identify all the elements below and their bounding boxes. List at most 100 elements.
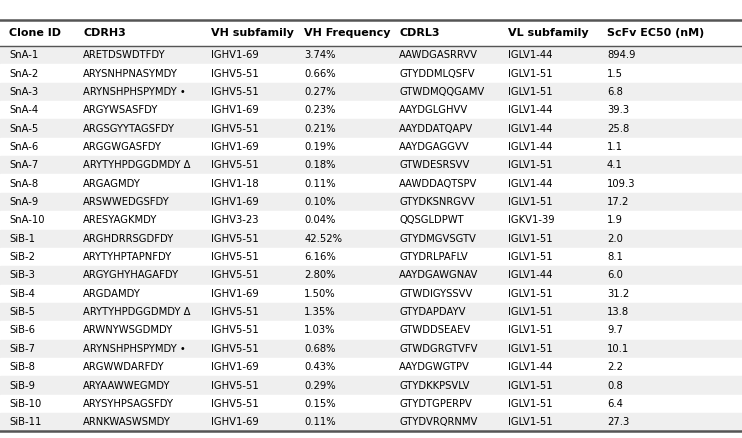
- Text: SnA-8: SnA-8: [9, 179, 38, 189]
- Bar: [0, 156, 742, 174]
- Text: 27.3: 27.3: [607, 417, 629, 427]
- Text: 17.2: 17.2: [607, 197, 629, 207]
- Text: 1.03%: 1.03%: [304, 325, 335, 336]
- Text: 1.9: 1.9: [607, 215, 623, 226]
- Text: ARYSNHPNASYMDY: ARYSNHPNASYMDY: [83, 68, 178, 78]
- Text: IGHV1-69: IGHV1-69: [211, 289, 259, 299]
- Text: IGLV1-51: IGLV1-51: [508, 381, 553, 391]
- Text: IGHV5-51: IGHV5-51: [211, 325, 259, 336]
- Text: 3.74%: 3.74%: [304, 50, 335, 60]
- Text: 39.3: 39.3: [607, 105, 629, 115]
- Text: SnA-4: SnA-4: [9, 105, 38, 115]
- Text: SnA-5: SnA-5: [9, 124, 38, 134]
- Bar: [0, 64, 742, 83]
- Text: ARGGWGASFDY: ARGGWGASFDY: [83, 142, 162, 152]
- Text: AAYDGAWGNAV: AAYDGAWGNAV: [399, 270, 479, 280]
- Text: IGHV5-51: IGHV5-51: [211, 87, 259, 97]
- Text: ARYTYHPTAPNFDY: ARYTYHPTAPNFDY: [83, 252, 172, 262]
- Text: 0.11%: 0.11%: [304, 179, 336, 189]
- Text: 894.9: 894.9: [607, 50, 635, 60]
- Bar: [0, 83, 742, 101]
- Text: ARETDSWDTFDY: ARETDSWDTFDY: [83, 50, 165, 60]
- Text: IGHV1-69: IGHV1-69: [211, 197, 259, 207]
- Bar: [0, 339, 742, 358]
- Text: ScFv EC50 (nM): ScFv EC50 (nM): [607, 28, 704, 38]
- Text: 0.21%: 0.21%: [304, 124, 336, 134]
- Text: ARESYAGKMDY: ARESYAGKMDY: [83, 215, 157, 226]
- Text: SnA-6: SnA-6: [9, 142, 38, 152]
- Text: IGLV1-51: IGLV1-51: [508, 399, 553, 409]
- Text: 0.10%: 0.10%: [304, 197, 335, 207]
- Bar: [0, 20, 742, 46]
- Text: GTYDAPDAYV: GTYDAPDAYV: [399, 307, 466, 317]
- Text: AAYDDATQAPV: AAYDDATQAPV: [399, 124, 473, 134]
- Text: ARYAAWWEGMDY: ARYAAWWEGMDY: [83, 381, 171, 391]
- Bar: [0, 46, 742, 64]
- Text: IGHV5-51: IGHV5-51: [211, 252, 259, 262]
- Text: IGKV1-39: IGKV1-39: [508, 215, 555, 226]
- Text: 0.04%: 0.04%: [304, 215, 335, 226]
- Text: ARSWWEDGSFDY: ARSWWEDGSFDY: [83, 197, 170, 207]
- Text: IGLV1-44: IGLV1-44: [508, 179, 553, 189]
- Bar: [0, 413, 742, 431]
- Text: 25.8: 25.8: [607, 124, 629, 134]
- Text: IGHV5-51: IGHV5-51: [211, 307, 259, 317]
- Text: GTYDTGPERPV: GTYDTGPERPV: [399, 399, 472, 409]
- Text: ARGAGMDY: ARGAGMDY: [83, 179, 141, 189]
- Text: AAWDGASRRVV: AAWDGASRRVV: [399, 50, 478, 60]
- Text: SiB-2: SiB-2: [9, 252, 35, 262]
- Text: 6.8: 6.8: [607, 87, 623, 97]
- Text: AAYDGAGGVV: AAYDGAGGVV: [399, 142, 470, 152]
- Bar: [0, 358, 742, 376]
- Text: GTWDESRSVV: GTWDESRSVV: [399, 160, 470, 170]
- Text: ARGHDRRSGDFDY: ARGHDRRSGDFDY: [83, 234, 174, 244]
- Text: GTYDDMLQSFV: GTYDDMLQSFV: [399, 68, 475, 78]
- Text: ARYTYHPDGGDMDY Δ: ARYTYHPDGGDMDY Δ: [83, 160, 191, 170]
- Text: SiB-4: SiB-4: [9, 289, 35, 299]
- Text: SiB-11: SiB-11: [9, 417, 42, 427]
- Text: 13.8: 13.8: [607, 307, 629, 317]
- Text: ARYNSHPHSPYMDY •: ARYNSHPHSPYMDY •: [83, 344, 186, 354]
- Text: SiB-5: SiB-5: [9, 307, 35, 317]
- Bar: [0, 266, 742, 285]
- Text: 1.35%: 1.35%: [304, 307, 336, 317]
- Text: AAWDDAQTSPV: AAWDDAQTSPV: [399, 179, 478, 189]
- Text: 2.80%: 2.80%: [304, 270, 335, 280]
- Text: 0.18%: 0.18%: [304, 160, 335, 170]
- Text: IGLV1-51: IGLV1-51: [508, 325, 553, 336]
- Text: 1.50%: 1.50%: [304, 289, 336, 299]
- Text: ARYTYHPDGGDMDY Δ: ARYTYHPDGGDMDY Δ: [83, 307, 191, 317]
- Text: GTYDKSNRGVV: GTYDKSNRGVV: [399, 197, 475, 207]
- Text: IGLV1-44: IGLV1-44: [508, 362, 553, 372]
- Text: SiB-9: SiB-9: [9, 381, 35, 391]
- Text: 0.43%: 0.43%: [304, 362, 335, 372]
- Bar: [0, 376, 742, 395]
- Text: SnA-2: SnA-2: [9, 68, 38, 78]
- Bar: [0, 211, 742, 230]
- Text: 6.4: 6.4: [607, 399, 623, 409]
- Text: 1.1: 1.1: [607, 142, 623, 152]
- Text: IGLV1-44: IGLV1-44: [508, 142, 553, 152]
- Bar: [0, 138, 742, 156]
- Text: GTWDIGYSSVV: GTWDIGYSSVV: [399, 289, 473, 299]
- Text: VH subfamily: VH subfamily: [211, 28, 295, 38]
- Text: 1.5: 1.5: [607, 68, 623, 78]
- Text: 10.1: 10.1: [607, 344, 629, 354]
- Text: 0.29%: 0.29%: [304, 381, 336, 391]
- Text: SiB-8: SiB-8: [9, 362, 35, 372]
- Text: CDRL3: CDRL3: [399, 28, 440, 38]
- Text: IGHV1-69: IGHV1-69: [211, 417, 259, 427]
- Text: ARGYWSASFDY: ARGYWSASFDY: [83, 105, 159, 115]
- Text: 0.23%: 0.23%: [304, 105, 335, 115]
- Bar: [0, 174, 742, 193]
- Text: IGHV5-51: IGHV5-51: [211, 160, 259, 170]
- Bar: [0, 321, 742, 339]
- Bar: [0, 285, 742, 303]
- Text: ARGWWDARFDY: ARGWWDARFDY: [83, 362, 165, 372]
- Text: IGHV5-51: IGHV5-51: [211, 234, 259, 244]
- Text: 6.16%: 6.16%: [304, 252, 336, 262]
- Text: IGLV1-44: IGLV1-44: [508, 50, 553, 60]
- Text: SiB-6: SiB-6: [9, 325, 35, 336]
- Text: ARGDAMDY: ARGDAMDY: [83, 289, 141, 299]
- Text: IGHV5-51: IGHV5-51: [211, 344, 259, 354]
